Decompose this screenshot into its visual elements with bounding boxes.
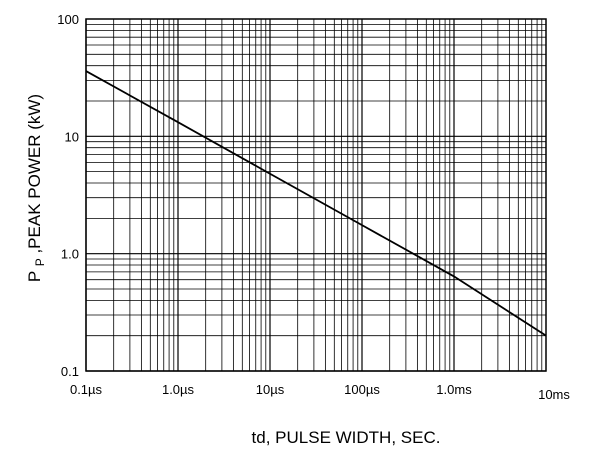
x-axis-title: td, PULSE WIDTH, SEC. <box>252 428 441 447</box>
y-axis-title: P P ,PEAK POWER (kW) <box>25 94 48 282</box>
grid-minor-lines <box>86 19 546 371</box>
grid-major-lines <box>85 19 546 372</box>
x-tick-label: 1.0ms <box>436 382 472 397</box>
y-axis-title-subscript: P <box>33 258 47 266</box>
y-axis-title-rest: ,PEAK POWER (kW) <box>25 94 44 254</box>
x-tick-label: 10µs <box>256 382 285 397</box>
x-tick-label: 10ms <box>538 387 570 402</box>
y-tick-label: 100 <box>57 12 79 27</box>
y-tick-labels: 0.1 1.0 10 100 <box>57 12 79 379</box>
series-line-1 <box>85 70 547 337</box>
x-tick-labels: 0.1µs 1.0µs 10µs 100µs 1.0ms 10ms <box>70 382 570 402</box>
y-tick-label: 0.1 <box>61 364 79 379</box>
plot-frame <box>85 18 547 372</box>
x-tick-label: 100µs <box>344 382 380 397</box>
x-tick-label: 0.1µs <box>70 382 103 397</box>
y-axis-title-main: P <box>25 271 44 282</box>
y-tick-label: 10 <box>65 129 79 144</box>
series-layer <box>85 70 547 337</box>
y-tick-label: 1.0 <box>61 247 79 262</box>
x-tick-label: 1.0µs <box>162 382 195 397</box>
